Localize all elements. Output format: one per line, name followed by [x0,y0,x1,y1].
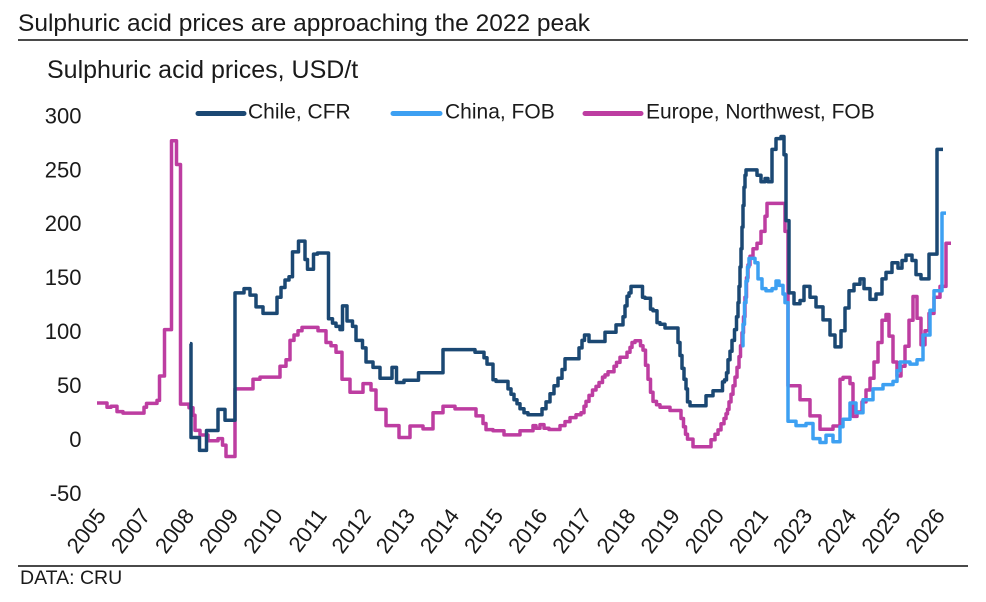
svg-text:DATA: CRU: DATA: CRU [20,567,122,589]
svg-text:China, FOB: China, FOB [445,101,555,124]
svg-text:50: 50 [57,373,81,398]
svg-text:Europe, Northwest, FOB: Europe, Northwest, FOB [646,101,875,124]
svg-text:Sulphuric acid prices are appr: Sulphuric acid prices are approaching th… [18,10,591,37]
svg-text:0: 0 [69,427,81,452]
svg-text:Sulphuric acid prices, USD/t: Sulphuric acid prices, USD/t [47,56,358,84]
svg-text:300: 300 [45,103,82,128]
svg-text:100: 100 [45,319,82,344]
svg-text:200: 200 [45,211,82,236]
svg-text:Chile, CFR: Chile, CFR [248,101,351,124]
svg-text:150: 150 [45,265,82,290]
svg-text:250: 250 [45,157,82,182]
svg-text:-50: -50 [50,481,82,506]
